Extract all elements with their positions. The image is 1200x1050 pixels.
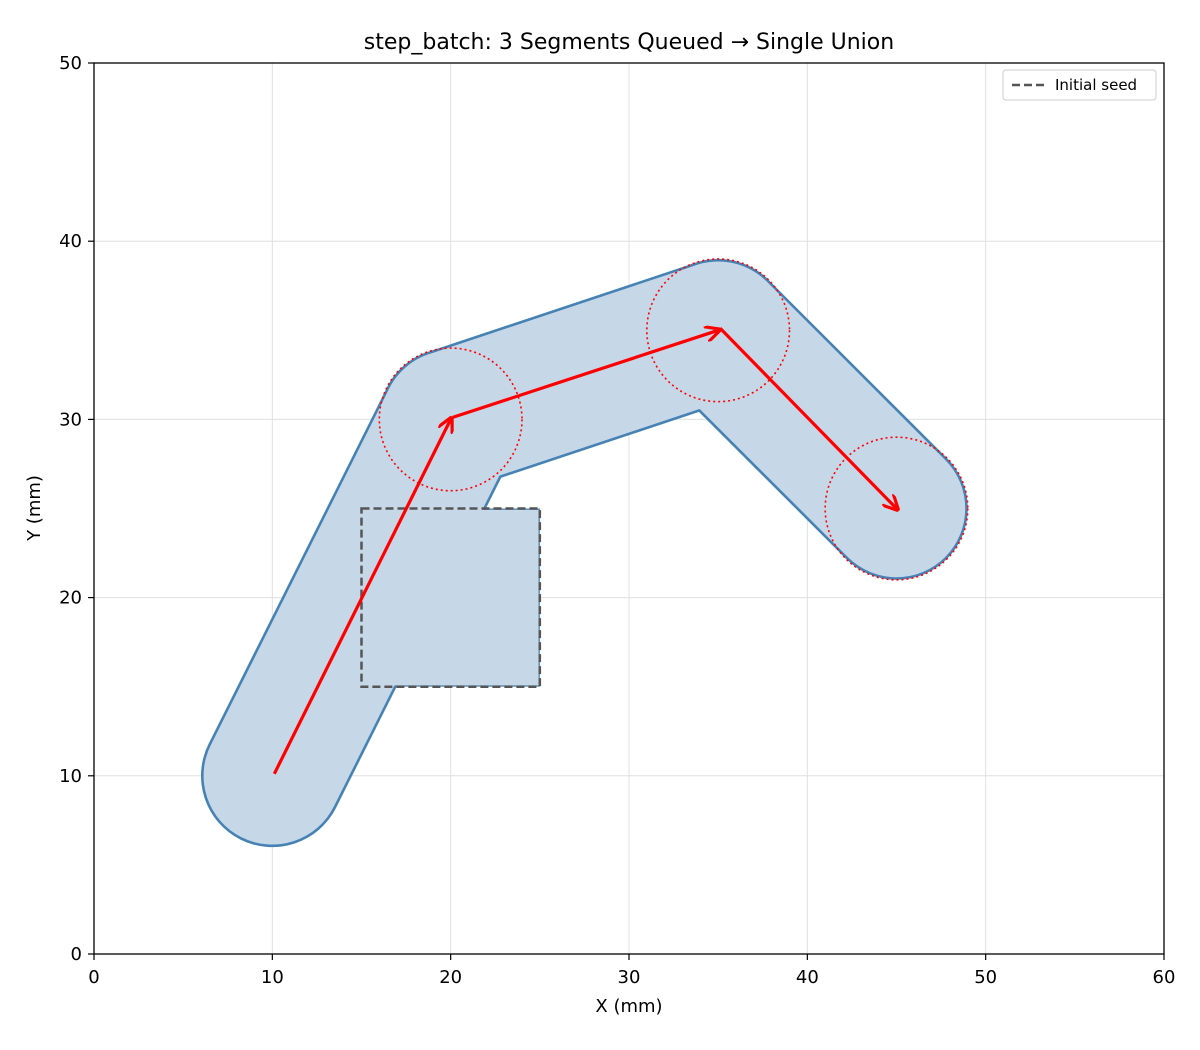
y-tick-label: 50 (59, 53, 82, 74)
chart-title: step_batch: 3 Segments Queued → Single U… (364, 30, 894, 55)
y-tick-label: 20 (59, 588, 82, 609)
x-tick-label: 30 (618, 967, 641, 988)
brush-circle (378, 347, 523, 492)
legend-entry-initial-seed: Initial seed (1055, 76, 1137, 94)
legend: Initial seed (1002, 69, 1157, 101)
segment-arrow (719, 327, 896, 508)
segment-arrow (452, 330, 719, 419)
y-tick-label: 10 (59, 766, 82, 787)
brush-circle (824, 436, 969, 581)
x-tick-label: 40 (796, 967, 819, 988)
initial-seed-square (360, 507, 542, 688)
x-tick-label: 0 (88, 967, 99, 988)
segment-arrow (272, 419, 450, 775)
x-tick-label: 60 (1153, 967, 1176, 988)
legend-box (1002, 69, 1157, 101)
y-tick-label: 40 (59, 231, 82, 252)
x-tick-label: 20 (439, 967, 462, 988)
y-tick-label: 0 (71, 944, 82, 965)
y-tick-label: 30 (59, 409, 82, 430)
x-tick-label: 10 (261, 967, 284, 988)
brush-circle (646, 258, 791, 403)
x-axis-label: X (mm) (595, 996, 662, 1017)
x-tick-label: 50 (974, 967, 997, 988)
y-axis-label: Y (mm) (24, 475, 45, 542)
